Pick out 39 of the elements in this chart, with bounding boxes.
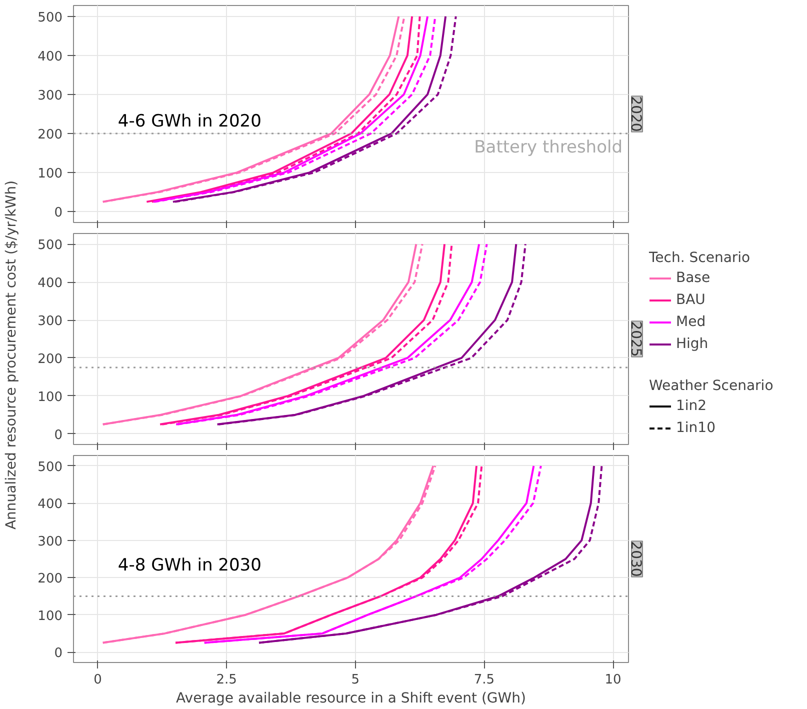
legend-label: BAU [676, 291, 706, 309]
text: 2025 [628, 321, 644, 357]
x-tick-label: 10 [604, 672, 622, 688]
y-tick-label: 100 [38, 166, 63, 182]
ref-line-label: Battery threshold [474, 138, 623, 158]
text: Weather Scenario [649, 378, 774, 394]
y-tick-label: 0 [54, 206, 63, 221]
text: 2030 [628, 541, 644, 577]
y-tick-label: 300 [38, 88, 63, 104]
y-axis-title: Annualized resource procurement cost ($/yr/kWh) [4, 180, 20, 530]
legend-label: High [676, 335, 708, 353]
y-tick-label: 200 [38, 352, 63, 367]
y-tick-label: 500 [38, 460, 63, 475]
legend-title: Tech. Scenario [649, 250, 750, 266]
y-tick-label: 500 [38, 238, 63, 254]
x-tick-label: 5 [351, 672, 360, 688]
y-tick-label: 100 [38, 608, 63, 624]
text: 1in2 [676, 397, 707, 415]
y-tick-label: 300 [38, 534, 63, 550]
y-tick-label: 400 [38, 497, 63, 512]
y-tick-label: 400 [38, 276, 63, 292]
y-tick-label: 300 [38, 314, 63, 330]
y-tick-label: 200 [38, 128, 63, 143]
annotation: 4-6 GWh in 2020 [118, 111, 262, 132]
y-tick-label: 500 [38, 10, 63, 26]
y-tick-label: 0 [54, 428, 63, 443]
text: 1in10 [676, 419, 716, 437]
y-tick-label: 400 [38, 49, 63, 64]
x-tick-label: 0 [94, 672, 102, 688]
x-axis-title: Average available resource in a Shift event (GWh) [176, 690, 526, 706]
text: 2020 [628, 96, 644, 132]
x-tick-label: 2.5 [216, 672, 237, 688]
y-tick-label: 0 [54, 646, 63, 662]
legend-label: Base [676, 269, 710, 287]
y-tick-label: 100 [38, 390, 63, 405]
annotation: 4-8 GWh in 2030 [118, 556, 262, 576]
y-tick-label: 200 [38, 572, 63, 587]
legend-label: Med [676, 313, 706, 331]
x-tick-label: 7.5 [474, 672, 495, 688]
